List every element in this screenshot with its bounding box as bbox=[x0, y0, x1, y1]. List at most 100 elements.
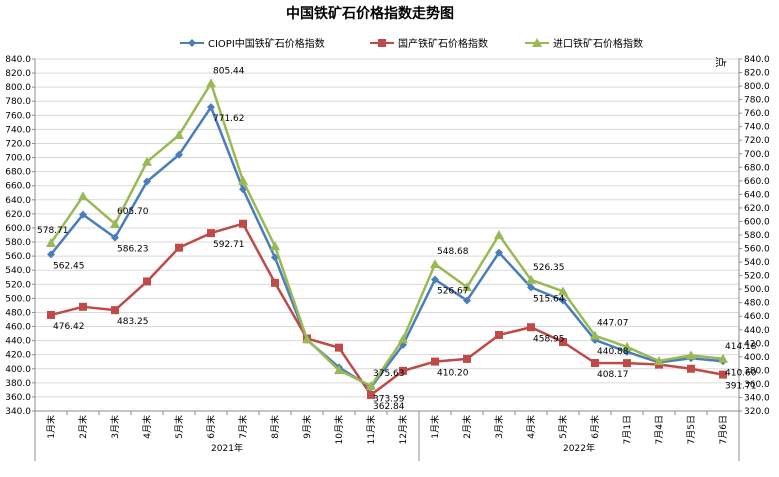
series-1-point-5 bbox=[207, 229, 215, 238]
series-0-point-15 bbox=[527, 283, 535, 292]
series-2-point-15 bbox=[526, 274, 536, 284]
y-tick-label-10: 540.0 bbox=[5, 266, 31, 276]
series-1-point-21 bbox=[719, 370, 727, 379]
data-label-1-5: 592.71 bbox=[213, 240, 245, 250]
series-0-point-4 bbox=[175, 150, 183, 159]
series-line-1 bbox=[50, 222, 724, 397]
series-1-point-17 bbox=[591, 359, 599, 368]
y2-tick-label-10: 520.0 bbox=[744, 272, 770, 282]
grid bbox=[35, 58, 739, 412]
y-tick-label-25: 840.0 bbox=[5, 55, 31, 65]
y2-tick-label-13: 580.0 bbox=[744, 231, 770, 241]
series-0-point-0 bbox=[47, 250, 55, 259]
data-label-0-0: 562.45 bbox=[53, 261, 85, 271]
series-1-point-2 bbox=[111, 306, 119, 315]
series-1-point-0 bbox=[47, 310, 55, 319]
y-tick-label-14: 620.0 bbox=[5, 210, 31, 220]
series-2-point-6 bbox=[238, 175, 248, 185]
series-2-point-9 bbox=[334, 365, 344, 375]
data-label-1-2: 483.25 bbox=[117, 317, 149, 327]
series-1-point-3 bbox=[143, 277, 151, 286]
x-tick-label-2: 3月末 bbox=[109, 415, 121, 439]
y-tick-label-9: 520.0 bbox=[5, 280, 31, 290]
y2-tick-label-16: 640.0 bbox=[744, 190, 770, 200]
y2-tick-label-26: 840.0 bbox=[744, 55, 770, 65]
y2-tick-label-3: 380.0 bbox=[744, 366, 770, 376]
y-tick-label-2: 380.0 bbox=[5, 379, 31, 389]
series-1-point-16 bbox=[559, 338, 567, 347]
series-2-point-1 bbox=[78, 191, 88, 201]
x-group-label-1: 2022年 bbox=[563, 442, 595, 454]
y-tick-label-18: 700.0 bbox=[5, 154, 31, 164]
series-2-point-20 bbox=[686, 350, 696, 360]
x-tick-label-8: 9月末 bbox=[301, 415, 313, 439]
data-label-1-15: 458.95 bbox=[533, 334, 565, 344]
y2-tick-label-5: 420.0 bbox=[744, 339, 770, 349]
data-label-2-10: 375.63 bbox=[373, 369, 405, 379]
y-tick-label-1: 360.0 bbox=[5, 393, 31, 403]
y-tick-label-16: 660.0 bbox=[5, 182, 31, 192]
y2-tick-label-24: 800.0 bbox=[744, 82, 770, 92]
legend-marker-1 bbox=[378, 39, 386, 47]
series-2-point-3 bbox=[142, 156, 152, 166]
y2-tick-label-6: 440.0 bbox=[744, 326, 770, 336]
series-0-point-16 bbox=[559, 296, 567, 305]
x-tick-label-17: 6月末 bbox=[589, 415, 601, 439]
series-1-point-10 bbox=[367, 390, 375, 399]
data-label-2-2: 605.70 bbox=[117, 207, 149, 217]
series-2-point-19 bbox=[654, 356, 664, 366]
series-2-point-14 bbox=[494, 230, 504, 239]
series-2-point-0 bbox=[46, 237, 56, 247]
y-axis-left: 340.0 360.0 380.0 400.0 420.0 440.0 460.0 480.0… bbox=[5, 55, 36, 417]
y-axis-right: 320.0 340.0 360.0 380.0 400.0 420.0 440.0 460.0… bbox=[738, 55, 770, 417]
y-tick-label-5: 440.0 bbox=[5, 337, 31, 347]
y-tick-label-24: 820.0 bbox=[5, 69, 31, 79]
y2-unit-label: 点 bbox=[714, 57, 727, 68]
series-2-point-5 bbox=[206, 78, 216, 88]
series-2-point-8 bbox=[302, 334, 312, 344]
y-tick-label-19: 720.0 bbox=[5, 139, 31, 149]
series-2-point-10 bbox=[366, 380, 376, 390]
y2-tick-label-11: 540.0 bbox=[744, 258, 770, 268]
data-label-2-0: 578.71 bbox=[37, 226, 69, 236]
x-tick-label-1: 2月末 bbox=[77, 415, 89, 439]
series-1-point-15 bbox=[527, 323, 535, 332]
x-tick-label-10: 11月末 bbox=[365, 415, 377, 444]
y-tick-label-22: 780.0 bbox=[5, 97, 31, 107]
y-tick-label-23: 800.0 bbox=[5, 83, 31, 93]
x-tick-label-12: 1月末 bbox=[429, 415, 441, 439]
y2-tick-label-22: 760.0 bbox=[744, 109, 770, 119]
y-tick-label-8: 500.0 bbox=[5, 294, 31, 304]
y-tick-label-13: 600.0 bbox=[5, 224, 31, 234]
series-1-point-18 bbox=[623, 359, 631, 368]
y-tick-label-11: 560.0 bbox=[5, 252, 31, 262]
chart-title: 中国铁矿石价格指数走势图 bbox=[286, 5, 454, 22]
series-0-point-5 bbox=[207, 103, 215, 112]
data-label-0-5: 771.62 bbox=[213, 114, 245, 124]
y2-tick-label-0: 320.0 bbox=[744, 407, 770, 417]
x-axis: 1月末 2月末 3月末 4月末 5月末 6月末 7月末 8月末 9月末 10月末 11月末 12月末 1… bbox=[34, 410, 740, 461]
y2-tick-label-4: 400.0 bbox=[744, 353, 770, 363]
y-tick-label-0: 340.0 bbox=[5, 407, 31, 417]
x-tick-label-14: 3月末 bbox=[493, 415, 505, 439]
series-1-point-13 bbox=[463, 354, 471, 363]
series-1-point-20 bbox=[687, 364, 695, 373]
y2-tick-label-20: 720.0 bbox=[744, 136, 770, 146]
series-line-2 bbox=[49, 82, 724, 388]
y2-tick-label-17: 660.0 bbox=[744, 177, 770, 187]
data-label-1-12: 410.20 bbox=[437, 369, 469, 379]
series-0-point-3 bbox=[143, 177, 151, 186]
series-2-point-13 bbox=[462, 282, 472, 292]
y2-tick-label-9: 500.0 bbox=[744, 285, 770, 295]
data-label-1-17: 408.17 bbox=[597, 370, 629, 380]
series-1-point-11 bbox=[399, 366, 407, 375]
legend-marker-0 bbox=[188, 39, 196, 47]
y-tick-label-3: 400.0 bbox=[5, 365, 31, 375]
y2-tick-label-18: 680.0 bbox=[744, 163, 770, 173]
x-tick-label-7: 8月末 bbox=[269, 415, 281, 439]
legend-marker-2 bbox=[532, 38, 542, 47]
series-0-point-1 bbox=[79, 210, 87, 219]
x-tick-label-21: 7月6日 bbox=[718, 415, 729, 444]
series-2-point-7 bbox=[270, 241, 280, 251]
legend: CIOPI中国铁矿石价格指数 国产铁矿石价格指数 进口铁矿石价格指数 bbox=[180, 37, 643, 50]
